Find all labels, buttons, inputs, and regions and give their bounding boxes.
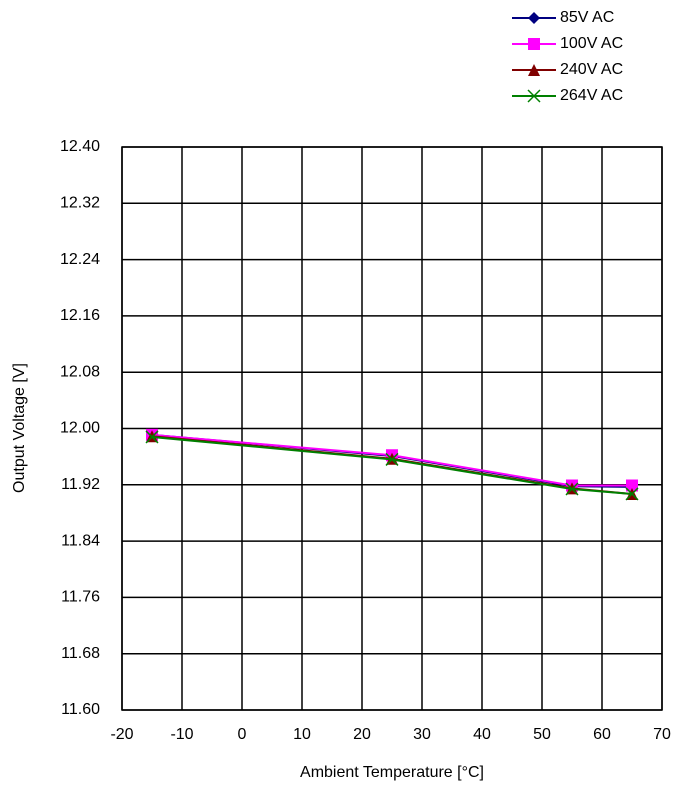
marker bbox=[528, 38, 540, 50]
y-tick-label: 12.08 bbox=[60, 363, 100, 380]
y-axis-title: Output Voltage [V] bbox=[11, 363, 28, 493]
x-tick-label: 0 bbox=[238, 726, 247, 743]
y-tick-label: 12.24 bbox=[60, 251, 100, 268]
y-tick-label: 12.00 bbox=[60, 420, 100, 437]
y-tick-label: 11.60 bbox=[61, 701, 100, 718]
x-tick-label: 30 bbox=[413, 726, 431, 743]
x-tick-label: 50 bbox=[533, 726, 551, 743]
x-axis-title: Ambient Temperature [°C] bbox=[300, 764, 484, 781]
y-tick-label: 12.40 bbox=[60, 138, 100, 155]
legend-label: 240V AC bbox=[560, 61, 623, 78]
x-tick-label: 20 bbox=[353, 726, 371, 743]
x-tick-label: 70 bbox=[653, 726, 671, 743]
x-tick-label: 40 bbox=[473, 726, 491, 743]
x-tick-label: -10 bbox=[170, 726, 193, 743]
marker bbox=[625, 487, 639, 501]
x-tick-label: -20 bbox=[110, 726, 133, 743]
y-tick-label: 12.32 bbox=[60, 195, 100, 212]
y-tick-label: 11.84 bbox=[61, 532, 100, 549]
legend-label: 100V AC bbox=[560, 35, 623, 52]
y-tick-label: 11.92 bbox=[61, 476, 100, 493]
marker bbox=[528, 12, 540, 24]
legend-label: 264V AC bbox=[560, 87, 623, 104]
series-line bbox=[151, 435, 633, 495]
marker bbox=[626, 479, 638, 492]
y-tick-label: 11.68 bbox=[61, 645, 100, 662]
legend-label: 85V AC bbox=[560, 9, 614, 26]
plot-frame bbox=[121, 146, 663, 711]
series-line bbox=[151, 433, 632, 487]
marker bbox=[565, 482, 579, 496]
marker bbox=[528, 64, 540, 76]
x-tick-label: 60 bbox=[593, 726, 611, 743]
y-tick-label: 11.76 bbox=[61, 589, 100, 606]
marker bbox=[385, 452, 399, 466]
marker bbox=[145, 430, 159, 444]
marker bbox=[527, 89, 541, 103]
x-tick-label: 10 bbox=[293, 726, 311, 743]
y-tick-label: 12.16 bbox=[60, 307, 100, 324]
